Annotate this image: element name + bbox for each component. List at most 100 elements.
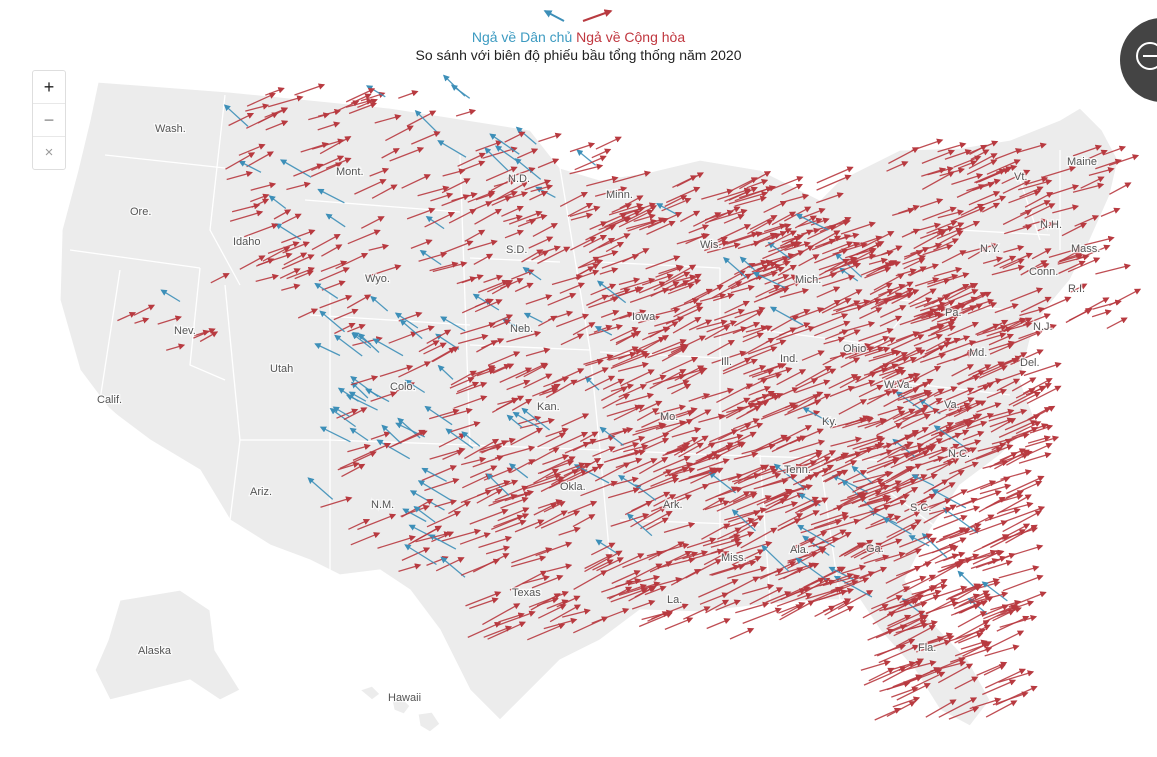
rep-shift-arrow (891, 373, 916, 387)
rep-shift-arrow (584, 375, 616, 392)
rep-shift-arrow (1000, 469, 1032, 481)
rep-shift-arrow (671, 383, 692, 395)
rep-shift-arrow (728, 191, 769, 205)
rep-shift-arrow (831, 304, 864, 316)
rep-shift-arrow (619, 309, 647, 320)
rep-shift-arrow (610, 352, 651, 370)
dem-shift-arrow (345, 394, 378, 411)
rep-shift-arrow (647, 343, 687, 359)
rep-shift-arrow (833, 299, 871, 312)
dem-shift-arrow (425, 215, 445, 230)
rep-shift-arrow (852, 379, 876, 390)
rep-shift-arrow (929, 318, 957, 329)
rep-shift-arrow (476, 368, 496, 377)
rep-shift-arrow (559, 192, 588, 207)
rep-shift-arrow (641, 415, 668, 428)
rep-shift-arrow (919, 352, 947, 364)
rep-shift-arrow (354, 179, 387, 195)
dem-shift-arrow (317, 188, 345, 204)
rep-shift-arrow (795, 379, 831, 394)
rep-shift-arrow (417, 185, 450, 197)
rep-shift-arrow (964, 578, 1000, 591)
rep-shift-arrow (848, 242, 883, 258)
rep-shift-arrow (319, 136, 352, 155)
rep-shift-arrow (792, 378, 819, 392)
rep-shift-arrow (897, 407, 928, 425)
rep-shift-arrow (519, 417, 555, 429)
rep-shift-arrow (777, 264, 797, 276)
rep-shift-arrow (268, 95, 304, 108)
rep-shift-arrow (579, 431, 599, 443)
rep-shift-arrow (897, 389, 931, 402)
rep-shift-arrow (504, 229, 525, 239)
rep-shift-arrow (969, 332, 1007, 345)
rep-shift-arrow (734, 306, 766, 319)
rep-shift-arrow (357, 513, 397, 531)
rep-shift-arrow (243, 223, 279, 238)
rep-shift-arrow (844, 346, 875, 360)
dem-shift-arrow (594, 326, 613, 336)
rep-shift-arrow (706, 320, 738, 333)
rep-shift-arrow (245, 103, 270, 112)
rep-shift-arrow (839, 321, 876, 334)
rep-shift-arrow (1092, 299, 1122, 310)
rep-shift-arrow (855, 235, 883, 247)
rep-shift-arrow (671, 427, 702, 438)
rep-shift-arrow (938, 340, 977, 356)
dem-shift-arrow (895, 391, 925, 413)
rep-shift-arrow (707, 433, 744, 446)
rep-shift-arrow (771, 211, 797, 226)
rep-shift-arrow (831, 219, 850, 230)
rep-shift-arrow (606, 346, 639, 361)
rep-shift-arrow (906, 438, 943, 459)
rep-shift-arrow (746, 400, 770, 414)
rep-shift-arrow (835, 300, 861, 313)
rep-shift-arrow (339, 451, 377, 470)
rep-shift-arrow (912, 388, 945, 407)
rep-shift-arrow (874, 292, 902, 306)
rep-shift-arrow (640, 432, 670, 446)
state-label-ohio: Ohio (843, 343, 866, 355)
rep-shift-arrow (927, 325, 956, 337)
rep-shift-arrow (281, 229, 316, 244)
rep-shift-arrow (973, 534, 1010, 553)
rep-shift-arrow (392, 430, 428, 447)
zoom-in-button[interactable]: + (33, 71, 65, 104)
state-label-neb: Neb. (510, 323, 533, 335)
rep-shift-arrow (412, 526, 442, 543)
rep-shift-arrow (1010, 287, 1044, 302)
dem-shift-arrow (319, 426, 351, 443)
rep-shift-arrow (585, 358, 604, 367)
rep-shift-arrow (350, 532, 381, 546)
rep-shift-arrow (496, 181, 529, 200)
rep-shift-arrow (830, 436, 863, 447)
rep-shift-arrow (611, 203, 633, 213)
rep-shift-arrow (617, 361, 649, 372)
rep-shift-arrow (798, 254, 820, 267)
rep-shift-arrow (321, 280, 346, 291)
rep-shift-arrow (371, 184, 398, 199)
rep-shift-arrow (849, 346, 885, 360)
rep-shift-arrow (588, 296, 620, 309)
rep-shift-arrow (829, 385, 855, 398)
rep-shift-arrow (321, 244, 343, 257)
rep-shift-arrow (318, 267, 350, 282)
rep-shift-arrow (672, 175, 698, 188)
rep-shift-arrow (797, 217, 823, 228)
zoom-out-button[interactable]: − (33, 104, 65, 137)
rep-shift-arrow (337, 461, 360, 471)
rep-shift-arrow (969, 520, 1008, 536)
rep-shift-arrow (1095, 263, 1131, 275)
dem-shift-arrow (314, 343, 341, 357)
rep-shift-arrow (977, 378, 1003, 388)
rep-shift-arrow (832, 242, 868, 255)
rep-shift-arrow (764, 286, 789, 299)
dem-shift-arrow (332, 406, 350, 418)
rep-shift-arrow (666, 445, 690, 454)
reset-zoom-button[interactable]: × (44, 144, 54, 161)
rep-shift-arrow (612, 170, 652, 184)
rep-shift-arrow (442, 449, 464, 460)
rep-shift-arrow (618, 277, 641, 286)
state-label-mo: Mo. (660, 411, 678, 423)
